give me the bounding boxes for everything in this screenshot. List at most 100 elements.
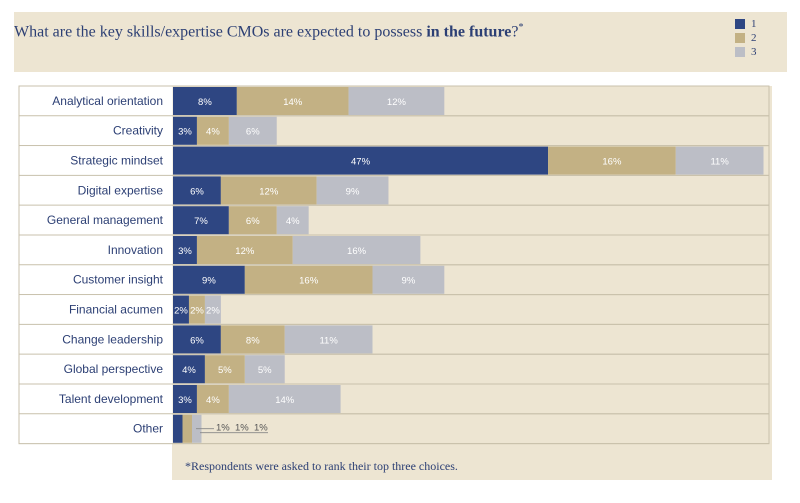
category-label: Other (133, 422, 163, 436)
bar-segment-rank-2 (220, 325, 285, 354)
category-label: Talent development (59, 392, 164, 406)
chart-title: What are the key skills/expertise CMOs a… (14, 22, 654, 41)
data-label: 8% (198, 97, 212, 108)
data-label: 5% (218, 365, 232, 376)
bar-segment-rank-2 (188, 295, 205, 324)
data-label: 6% (246, 127, 260, 138)
legend-label-2: 2 (751, 32, 757, 44)
data-label: 9% (346, 186, 360, 197)
data-label: 3% (178, 395, 192, 406)
bar-segment-rank-1 (173, 146, 549, 175)
legend-swatch-3 (735, 47, 745, 57)
row-frame (18, 413, 770, 445)
category-label: Financial acumen (69, 303, 163, 317)
category-cell (19, 205, 173, 235)
bar-segment-rank-1 (173, 295, 189, 324)
bar-segment-rank-3 (244, 355, 285, 384)
bar-segment-rank-2 (196, 116, 229, 145)
category-cell (19, 414, 173, 444)
data-label: 14% (283, 97, 303, 108)
data-label: 11% (319, 335, 338, 346)
bar-segment-rank-3 (348, 87, 445, 115)
data-label: 4% (182, 365, 196, 376)
data-label: 9% (202, 276, 216, 287)
category-label: Analytical orientation (52, 94, 163, 108)
category-cell (19, 354, 173, 384)
data-label: 16% (299, 276, 319, 287)
bar-segment-rank-1 (173, 206, 229, 235)
data-label: 9% (402, 276, 416, 287)
category-cell (19, 384, 173, 414)
data-label: 7% (194, 216, 208, 227)
bar-segment-rank-3 (276, 206, 309, 235)
data-label: 11% (710, 157, 729, 168)
category-cell (19, 324, 173, 354)
bar-segment-rank-2 (228, 206, 277, 235)
data-label: 4% (286, 216, 300, 227)
data-label: 4% (206, 395, 220, 406)
bar-segment-rank-1 (173, 325, 221, 354)
data-label: 2% (174, 306, 188, 317)
data-label: 8% (246, 335, 260, 346)
data-label: 2% (190, 306, 204, 317)
bar-segment-rank-2 (182, 414, 192, 443)
data-label: 6% (190, 335, 204, 346)
data-label: 16% (347, 246, 367, 257)
bar-segment-rank-3 (292, 236, 421, 264)
data-label: 1% (254, 423, 268, 434)
data-label: 12% (259, 186, 279, 197)
bar-segment-rank-3 (372, 265, 445, 294)
data-label: 5% (258, 365, 272, 376)
data-label: 3% (178, 127, 192, 138)
bar-segment-rank-3 (284, 325, 373, 354)
bar-segment-rank-3 (316, 176, 389, 205)
data-label: 4% (206, 127, 220, 138)
category-cell (19, 265, 173, 295)
category-cell (19, 235, 173, 265)
bar-segment-rank-2 (236, 87, 349, 115)
legend-swatch-1 (735, 19, 745, 29)
category-label: Digital expertise (78, 183, 164, 197)
footnote-band (172, 456, 772, 480)
category-label: Strategic mindset (70, 154, 163, 168)
title-text: What are the key skills/expertise CMOs a… (14, 23, 427, 41)
bar-segment-rank-3 (228, 385, 341, 413)
category-cell (19, 116, 173, 146)
bar-segment-rank-2 (548, 146, 676, 175)
title-suffix: ? (511, 23, 519, 41)
category-cell (19, 175, 173, 205)
category-label: General management (47, 213, 164, 227)
data-label: 1% (216, 423, 230, 434)
title-footnote-marker: * (518, 22, 524, 33)
data-label: 12% (235, 246, 255, 257)
bar-segment-rank-2 (196, 385, 229, 413)
category-label: Innovation (108, 243, 163, 257)
data-label: 12% (387, 97, 407, 108)
category-label: Customer insight (73, 273, 164, 287)
data-label: 2% (206, 306, 220, 317)
data-label: 16% (602, 157, 622, 168)
data-label: 1% (235, 423, 249, 434)
footnote: *Respondents were asked to rank their to… (185, 459, 458, 473)
data-label: 47% (351, 157, 371, 168)
data-label: 14% (275, 395, 295, 406)
legend-label-1: 1 (751, 18, 757, 30)
bar-segment-rank-1 (173, 385, 197, 413)
category-label: Change leadership (62, 332, 163, 346)
legend-label-3: 3 (751, 46, 757, 58)
category-cell (19, 146, 173, 175)
bar-segment-rank-2 (204, 355, 245, 384)
header-band (14, 12, 787, 72)
bar-segment-rank-3 (204, 295, 221, 324)
bar-segment-rank-2 (244, 265, 373, 294)
legend-swatch-2 (735, 33, 745, 43)
bar-segment-rank-1 (173, 176, 221, 205)
bar-segment-rank-1 (173, 87, 237, 115)
bar-segment-rank-1 (173, 265, 245, 294)
bar-segment-rank-1 (173, 236, 197, 264)
bar-segment-rank-2 (196, 236, 293, 264)
category-label: Global perspective (64, 362, 164, 376)
data-label: 3% (178, 246, 192, 257)
bar-segment-rank-3 (675, 146, 764, 175)
